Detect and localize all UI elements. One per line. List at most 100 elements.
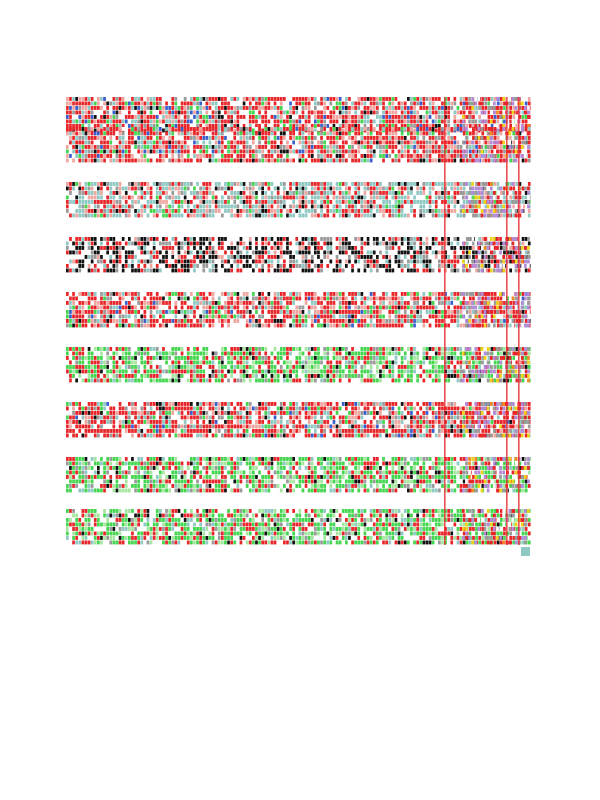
residue-cell	[314, 301, 317, 305]
residue-cell	[137, 154, 140, 158]
residue-cell	[214, 182, 218, 186]
residue-cell	[146, 241, 150, 246]
residue-cell	[360, 124, 364, 128]
residue-cell	[289, 149, 292, 154]
residue-cell	[413, 158, 416, 163]
residue-cell	[521, 292, 525, 296]
residue-cell	[360, 97, 364, 101]
residue-cell	[407, 115, 410, 119]
annotation-cell	[524, 246, 527, 250]
residue-cell	[233, 255, 237, 259]
residue-cell	[121, 127, 125, 131]
residue-cell	[140, 268, 144, 273]
residue-cell	[211, 186, 215, 191]
residue-cell	[90, 149, 94, 154]
annotation-cell	[496, 128, 499, 133]
residue-cell	[103, 301, 106, 305]
residue-cell	[81, 241, 85, 246]
residue-cell	[527, 136, 531, 140]
residue-cell	[434, 124, 438, 128]
residue-cell	[320, 191, 323, 195]
residue-cell	[106, 209, 109, 213]
residue-cell	[236, 259, 240, 264]
residue-cell	[208, 106, 212, 110]
residue-cell	[413, 106, 416, 110]
residue-cell	[177, 296, 181, 301]
residue-cell	[239, 145, 243, 149]
residue-cell	[307, 246, 311, 250]
residue-cell	[363, 106, 367, 110]
residue-cell	[100, 131, 103, 136]
residue-cell	[180, 115, 184, 119]
residue-cell	[214, 106, 218, 110]
residue-cell	[323, 255, 326, 259]
residue-cell	[180, 186, 184, 191]
residue-cell	[407, 119, 410, 124]
residue-cell	[168, 296, 171, 301]
residue-cell	[242, 145, 246, 149]
residue-cell	[382, 127, 385, 131]
residue-cell	[199, 124, 202, 128]
residue-cell	[149, 195, 153, 200]
residue-cell	[75, 209, 78, 213]
residue-cell	[106, 182, 109, 186]
residue-cell	[230, 145, 233, 149]
residue-cell	[128, 131, 131, 136]
residue-cell	[317, 296, 320, 301]
residue-cell	[121, 268, 125, 273]
residue-cell	[214, 97, 218, 101]
residue-cell	[289, 186, 292, 191]
residue-cell	[413, 213, 416, 218]
residue-cell	[469, 264, 472, 268]
residue-cell	[258, 127, 261, 131]
residue-cell	[69, 97, 72, 101]
residue-cell	[131, 127, 134, 131]
residue-cell	[397, 191, 401, 195]
residue-cell	[248, 209, 252, 213]
residue-cell	[177, 200, 181, 204]
residue-cell	[118, 305, 122, 310]
residue-cell	[90, 110, 94, 115]
residue-cell	[146, 301, 150, 305]
residue-cell	[428, 292, 432, 296]
residue-cell	[214, 101, 218, 106]
residue-cell	[400, 182, 404, 186]
residue-cell	[484, 191, 488, 195]
residue-cell	[419, 259, 423, 264]
residue-cell	[115, 101, 119, 106]
residue-cell	[202, 209, 206, 213]
residue-cell	[403, 301, 407, 305]
annotation-cell	[480, 209, 484, 213]
residue-cell	[357, 246, 361, 250]
residue-cell	[66, 292, 69, 296]
residue-cell	[289, 301, 292, 305]
residue-cell	[121, 305, 125, 310]
residue-cell	[155, 250, 159, 255]
residue-cell	[165, 200, 168, 204]
residue-cell	[472, 241, 475, 246]
residue-cell	[162, 259, 165, 264]
residue-cell	[180, 259, 184, 264]
residue-cell	[149, 101, 153, 106]
residue-cell	[87, 119, 91, 124]
residue-cell	[196, 158, 199, 163]
residue-cell	[286, 264, 289, 268]
residue-cell	[388, 200, 392, 204]
residue-cell	[509, 195, 512, 200]
residue-cell	[118, 110, 122, 115]
residue-cell	[115, 106, 119, 110]
residue-cell	[273, 158, 277, 163]
residue-cell	[248, 145, 252, 149]
residue-cell	[143, 241, 147, 246]
residue-cell	[335, 131, 339, 136]
residue-cell	[159, 110, 162, 115]
residue-cell	[397, 237, 401, 241]
residue-cell	[283, 136, 286, 140]
residue-cell	[366, 97, 370, 101]
annotation-cell	[508, 204, 512, 209]
residue-cell	[407, 237, 410, 241]
residue-cell	[509, 296, 512, 301]
residue-cell	[233, 115, 237, 119]
residue-cell	[329, 301, 333, 305]
residue-cell	[171, 191, 175, 195]
